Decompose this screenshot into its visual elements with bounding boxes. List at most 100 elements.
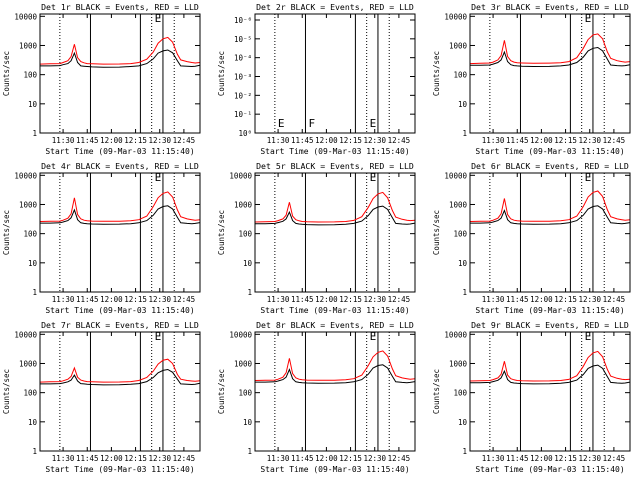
y-axis-label: Counts/sec [432, 210, 441, 255]
x-axis-label: Start Time (09-Mar-03 11:15:40) [260, 306, 409, 315]
flare-letter: E [370, 330, 377, 343]
x-axis-label: Start Time (09-Mar-03 11:15:40) [475, 306, 624, 315]
x-axis-label: Start Time (09-Mar-03 11:15:40) [45, 306, 194, 315]
x-tick-label: 12:15 [339, 295, 362, 304]
panel-title: Det 9r BLACK = Events, RED = LLD [471, 320, 629, 330]
plot-frame [39, 13, 201, 134]
plot-frame [469, 13, 631, 134]
y-tick-label: 1000 [449, 41, 468, 50]
y-tick-label: 10 [458, 418, 468, 427]
y-tick-label: 10⁻⁴ [234, 54, 252, 63]
y-tick-label: 10⁰ [238, 129, 252, 138]
panel-7: Det 7r BLACK = Events, RED = LLD Counts/s… [2, 320, 201, 474]
x-tick-label: 12:30 [578, 136, 601, 145]
y-axis-label: Counts/sec [217, 210, 226, 255]
y-tick-label: 100 [453, 389, 467, 398]
series-line-black [40, 205, 201, 225]
x-axis-label: Start Time (09-Mar-03 11:15:40) [475, 465, 624, 474]
panel-9: Det 9r BLACK = Events, RED = LLD Counts/s… [432, 320, 631, 474]
flare-letter: E [370, 171, 377, 184]
y-tick-label: 1000 [19, 200, 38, 209]
y-tick-label: 10000 [444, 171, 467, 180]
y-tick-label: 10000 [14, 12, 37, 21]
y-tick-label: 10000 [14, 171, 37, 180]
panel-5: Det 5r BLACK = Events, RED = LLD Counts/s… [217, 161, 416, 315]
y-axis-label: Counts/sec [2, 210, 11, 255]
x-tick-label: 12:30 [363, 295, 386, 304]
panel-4: Det 4r BLACK = Events, RED = LLD Counts/s… [2, 161, 201, 315]
y-tick-label: 100 [238, 389, 252, 398]
x-tick-label: 11:30 [482, 454, 505, 463]
x-tick-label: 12:15 [124, 136, 147, 145]
y-tick-label: 10000 [14, 330, 37, 339]
flare-letter: E [370, 117, 377, 130]
series-line-red [254, 191, 416, 223]
y-tick-label: 100 [453, 230, 467, 239]
y-axis-label: Counts/sec [432, 51, 441, 96]
y-tick-label: 10 [243, 418, 253, 427]
x-tick-label: 11:45 [76, 454, 99, 463]
y-tick-label: 1 [462, 288, 467, 297]
y-tick-label: 1 [32, 288, 37, 297]
panel-2: Det 2r BLACK = Events, RED = LLD Counts/s… [217, 2, 416, 156]
panel-title: Det 2r BLACK = Events, RED = LLD [256, 2, 414, 12]
y-tick-label: 10000 [229, 171, 252, 180]
panel-title: Det 7r BLACK = Events, RED = LLD [41, 320, 199, 330]
plot-frame [254, 331, 416, 452]
series-line-red [39, 191, 201, 222]
x-tick-label: 11:30 [482, 136, 505, 145]
x-tick-label: 11:30 [267, 136, 290, 145]
x-tick-label: 11:30 [267, 454, 290, 463]
y-axis-label: Counts/sec [2, 369, 11, 414]
series-line-red [469, 350, 631, 382]
x-tick-label: 12:00 [100, 295, 123, 304]
y-tick-label: 1 [247, 288, 252, 297]
y-tick-label: 100 [23, 389, 37, 398]
x-tick-label: 12:45 [603, 295, 626, 304]
flare-letter: E [155, 12, 162, 25]
panel-title: Det 6r BLACK = Events, RED = LLD [471, 161, 629, 171]
plot-frame [254, 172, 416, 293]
y-tick-label: 1000 [234, 200, 253, 209]
series-line-black [40, 368, 201, 386]
series-line-black [255, 205, 416, 226]
x-tick-label: 12:45 [388, 136, 411, 145]
panel-3: Det 3r BLACK = Events, RED = LLD Counts/s… [432, 2, 631, 156]
y-tick-label: 10⁻² [234, 91, 252, 100]
y-tick-label: 1 [32, 447, 37, 456]
x-tick-label: 12:45 [388, 295, 411, 304]
plot-frame [469, 331, 631, 452]
series-line-red [469, 190, 631, 222]
y-tick-label: 10⁻⁵ [234, 35, 252, 44]
x-tick-label: 12:15 [554, 454, 577, 463]
x-tick-label: 12:30 [363, 136, 386, 145]
y-tick-label: 10000 [444, 330, 467, 339]
x-tick-label: 12:45 [173, 454, 196, 463]
series-line-red [254, 350, 416, 381]
x-tick-label: 11:45 [506, 454, 529, 463]
x-axis-label: Start Time (09-Mar-03 11:15:40) [260, 147, 409, 156]
y-tick-label: 1000 [234, 359, 253, 368]
y-axis-label: Counts/sec [432, 369, 441, 414]
x-tick-label: 12:30 [363, 454, 386, 463]
series-line-red [39, 358, 201, 383]
y-tick-label: 10000 [444, 12, 467, 21]
y-tick-label: 1000 [19, 41, 38, 50]
x-tick-label: 11:30 [52, 454, 75, 463]
series-line-black [255, 364, 416, 384]
x-axis-label: Start Time (09-Mar-03 11:15:40) [475, 147, 624, 156]
y-tick-label: 1 [247, 447, 252, 456]
flare-letter: E [155, 171, 162, 184]
series-line-black [470, 205, 631, 225]
x-tick-label: 12:00 [530, 136, 553, 145]
y-tick-label: 100 [238, 230, 252, 239]
panel-6: Det 6r BLACK = Events, RED = LLD Counts/s… [432, 161, 631, 315]
panel-title: Det 5r BLACK = Events, RED = LLD [256, 161, 414, 171]
x-tick-label: 11:30 [482, 295, 505, 304]
x-tick-label: 11:30 [267, 295, 290, 304]
x-tick-label: 12:15 [124, 454, 147, 463]
x-tick-label: 12:30 [578, 295, 601, 304]
y-tick-label: 10⁻¹ [234, 110, 252, 119]
series-line-red [469, 33, 631, 65]
